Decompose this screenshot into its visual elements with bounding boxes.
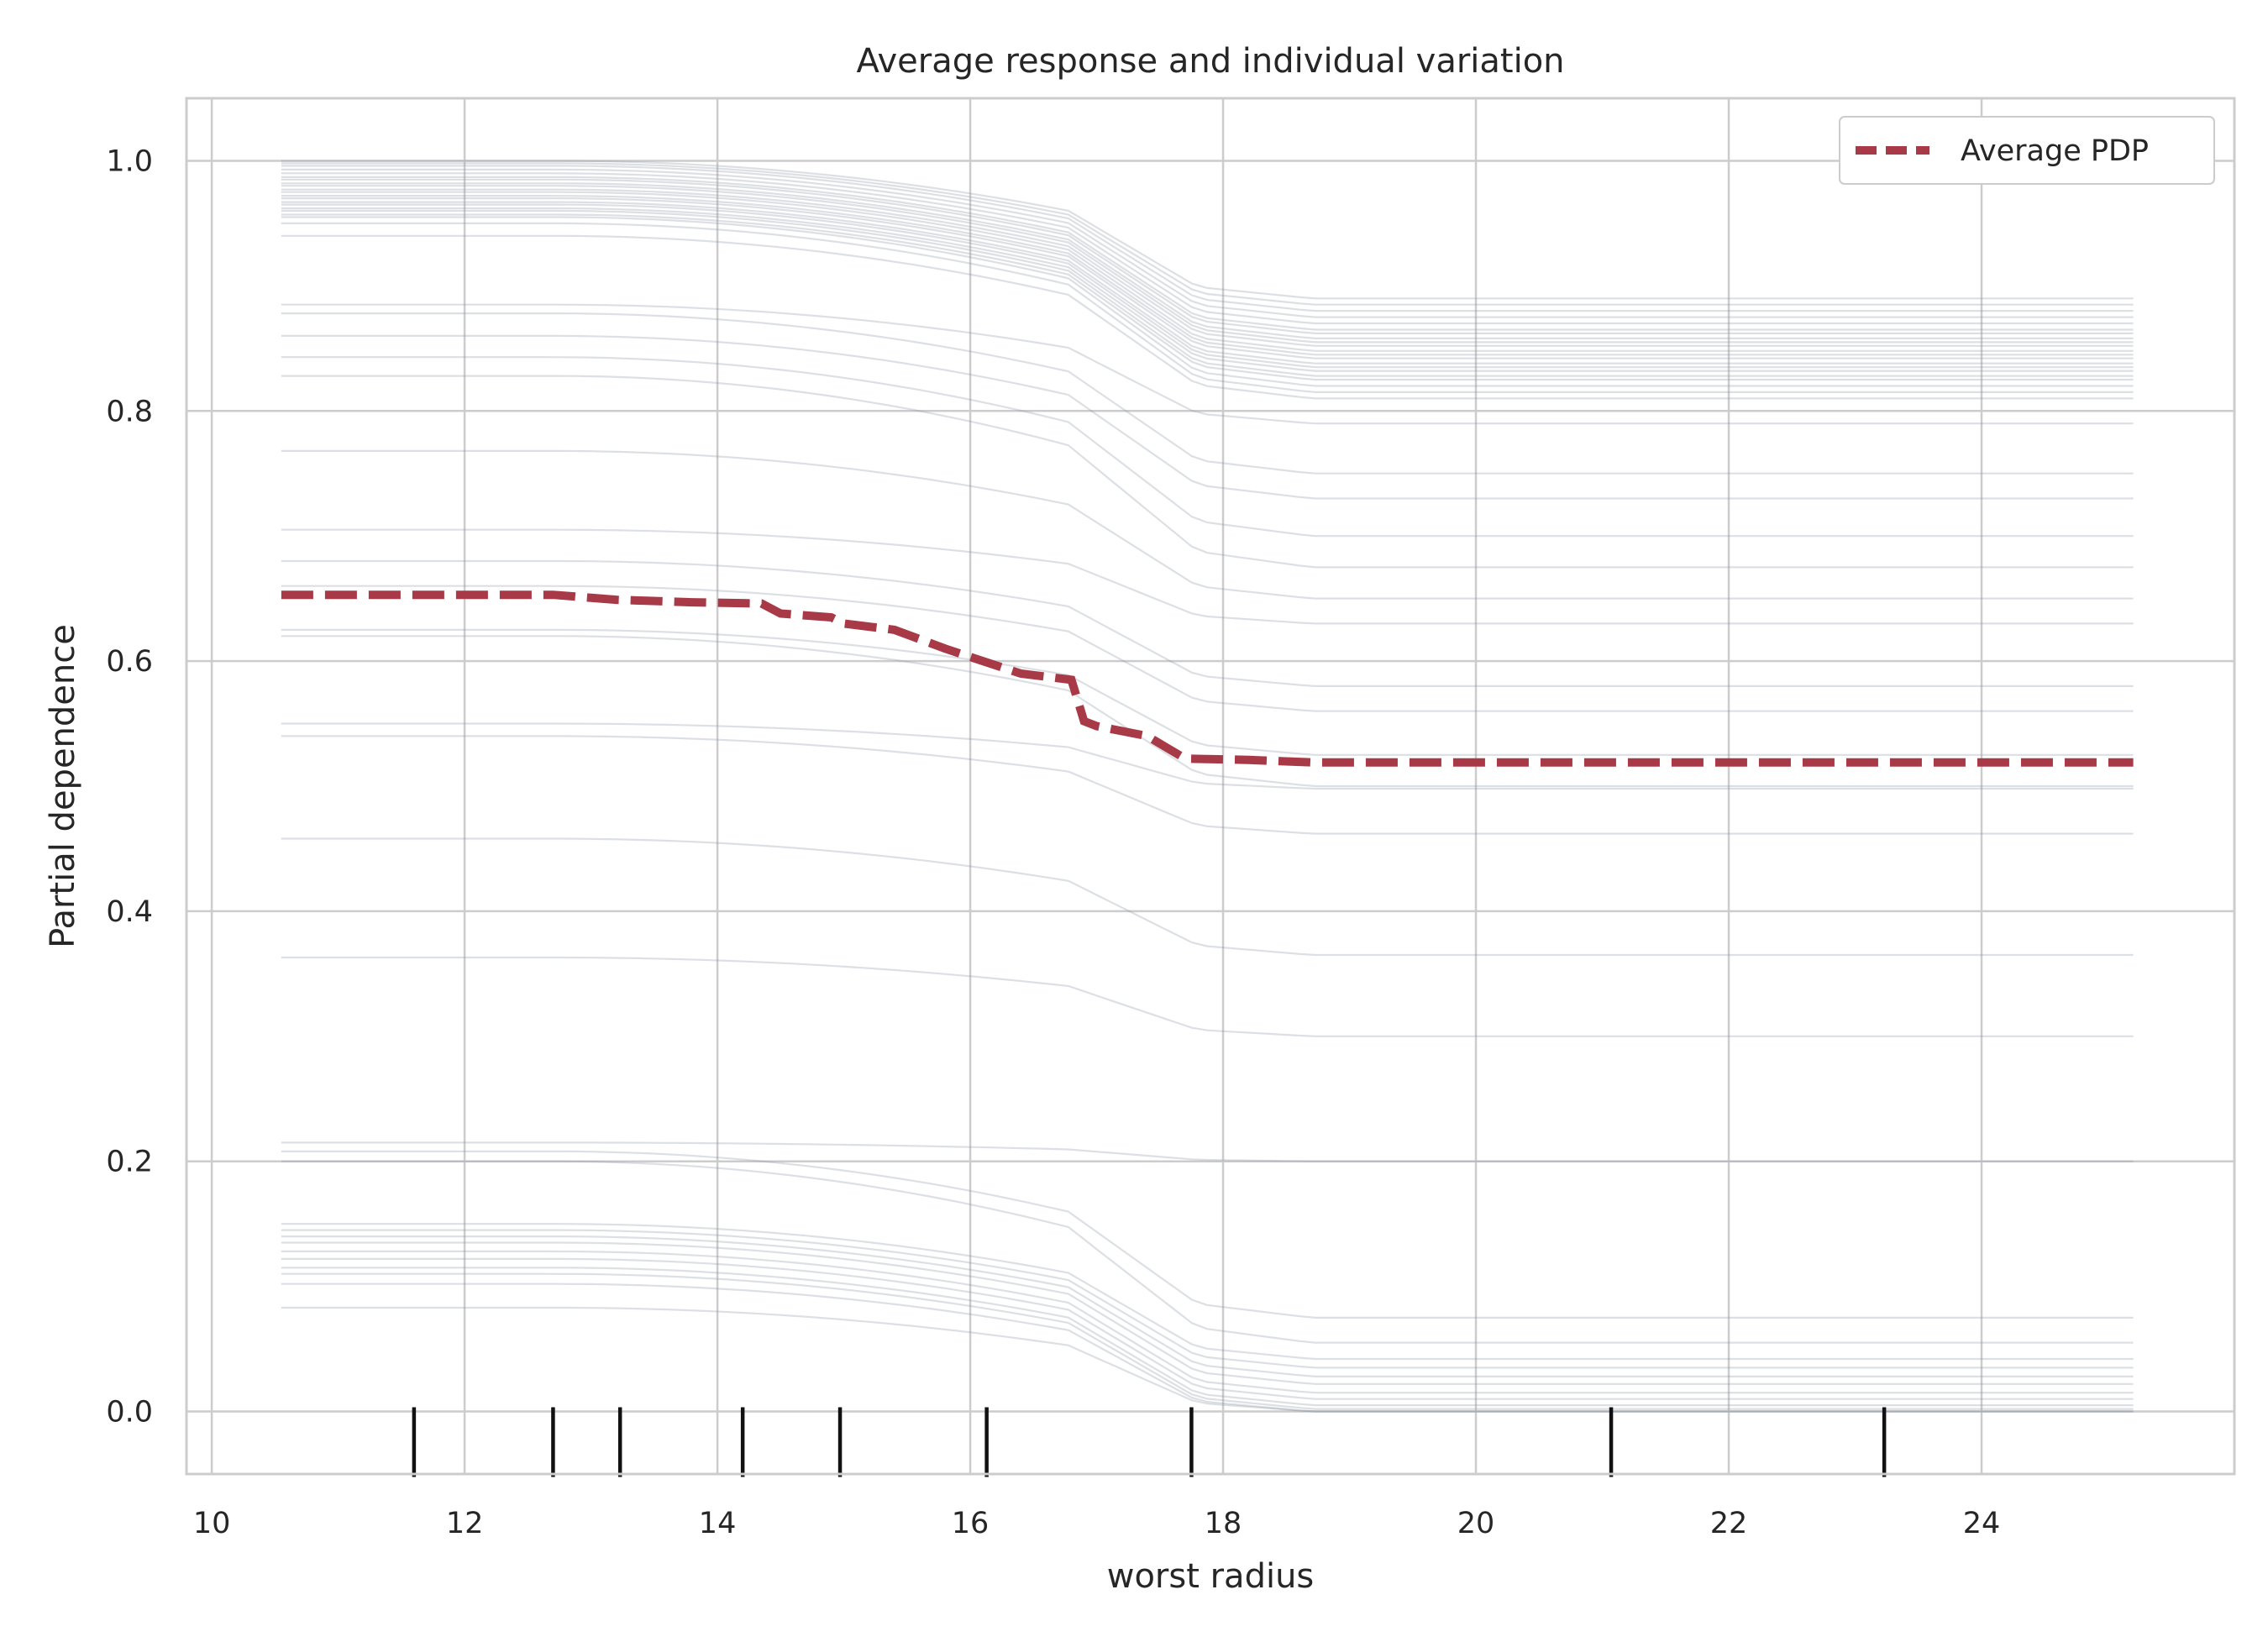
ice-curve — [281, 162, 2134, 306]
x-tick-label: 16 — [952, 1507, 990, 1540]
ice-curve — [281, 182, 2134, 339]
ice-curve — [281, 1267, 2134, 1407]
ice-curve — [281, 1223, 2134, 1361]
ice-curve — [281, 1235, 2134, 1378]
ice-curve — [281, 1257, 2134, 1400]
ice-curve — [281, 207, 2134, 372]
chart-title: Average response and individual variatio… — [856, 42, 1564, 81]
rug-marks — [412, 1407, 1887, 1477]
y-tick-label: 0.0 — [106, 1396, 153, 1430]
ice-curve — [281, 216, 2134, 387]
ice-curve — [281, 197, 2134, 359]
ice-curve — [281, 356, 2134, 538]
ice-curve — [281, 375, 2134, 569]
y-tick-labels: 0.0 0.2 0.4 0.6 0.8 1.0 — [106, 144, 153, 1429]
ice-curve — [281, 213, 2134, 381]
ice-curve — [281, 837, 2134, 957]
ice-curve — [281, 956, 2134, 1037]
x-tick-label: 12 — [446, 1507, 484, 1540]
ice-curve — [281, 635, 2134, 788]
ice-curve — [281, 1150, 2134, 1319]
ice-curve — [281, 559, 2134, 688]
ice-curve — [281, 160, 2134, 300]
legend: Average PDP — [1839, 116, 2215, 185]
y-tick-label: 0.8 — [106, 395, 153, 428]
y-tick-label: 0.2 — [106, 1146, 153, 1179]
average-pdp-line — [281, 590, 2134, 767]
ice-curve — [281, 312, 2134, 475]
ice-curve — [281, 1250, 2134, 1394]
ice-curve — [281, 528, 2134, 625]
x-tick-label: 10 — [193, 1507, 231, 1540]
ice-curve — [281, 303, 2134, 425]
ice-curve — [281, 168, 2134, 318]
ice-curve — [281, 1160, 2134, 1344]
ice-curve — [281, 188, 2134, 347]
ice-curve — [281, 185, 2134, 344]
ice-curve — [281, 1241, 2134, 1385]
x-tick-label: 18 — [1205, 1507, 1242, 1540]
ice-curve — [281, 172, 2134, 325]
ice-curve — [281, 178, 2134, 334]
ice-curve — [281, 1306, 2134, 1413]
x-tick-label: 20 — [1457, 1507, 1495, 1540]
ice-curve — [281, 209, 2134, 377]
ice-curve — [281, 191, 2134, 352]
legend-label-average-pdp: Average PDP — [1961, 134, 2149, 168]
y-tick-label: 0.4 — [106, 895, 153, 929]
ice-curve — [281, 1141, 2134, 1162]
ice-curve — [281, 585, 2134, 712]
ice-curve — [281, 1272, 2134, 1410]
ice-curve — [281, 176, 2134, 331]
individual-curves — [281, 160, 2134, 1413]
y-tick-label: 0.6 — [106, 645, 153, 679]
ice-curve — [281, 195, 2134, 356]
ice-curve — [281, 735, 2134, 835]
ice-curve — [281, 201, 2134, 365]
ice-curve — [281, 722, 2134, 790]
ice-curve — [281, 165, 2134, 312]
x-tick-label: 14 — [699, 1507, 737, 1540]
ice-curve — [281, 1283, 2134, 1413]
ice-curve — [281, 334, 2134, 500]
y-tick-label: 1.0 — [106, 144, 153, 178]
x-axis-label: worst radius — [1107, 1557, 1315, 1596]
average-pdp-layer — [281, 590, 2134, 767]
ice-curve — [281, 1229, 2134, 1369]
ice-curve — [281, 234, 2134, 400]
plot-frame — [185, 97, 2236, 1476]
x-tick-label: 22 — [1710, 1507, 1748, 1540]
legend-box — [1839, 116, 2215, 185]
ice-curve — [281, 628, 2134, 756]
y-axis-label: Partial dependence — [44, 624, 82, 948]
x-tick-label: 24 — [1963, 1507, 2001, 1540]
ice-curve — [281, 222, 2134, 393]
ice-curve — [281, 203, 2134, 369]
x-tick-labels: 10 12 14 16 18 20 22 24 — [193, 1507, 2000, 1540]
ice-curve — [281, 449, 2134, 600]
